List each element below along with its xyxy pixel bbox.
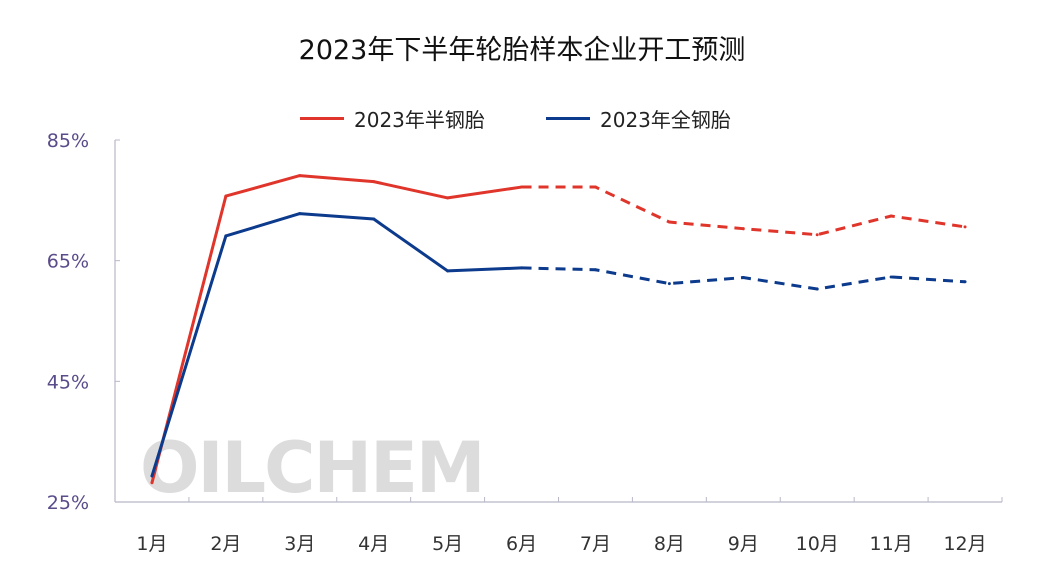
data-point — [815, 287, 819, 291]
data-point — [150, 474, 154, 478]
x-tick-label: 10月 — [796, 533, 839, 555]
data-point — [593, 185, 597, 189]
x-tick-label: 11月 — [870, 533, 913, 555]
x-tick-label: 5月 — [432, 533, 463, 555]
legend-swatch — [546, 117, 590, 120]
x-tick-label: 7月 — [580, 533, 611, 555]
y-tick-label: 85% — [47, 130, 89, 152]
data-point — [298, 174, 302, 178]
data-point — [298, 212, 302, 216]
data-point — [372, 180, 376, 184]
data-point — [520, 185, 524, 189]
y-tick-label: 45% — [47, 371, 89, 393]
data-point — [593, 268, 597, 272]
legend-label: 2023年全钢胎 — [600, 108, 731, 132]
data-point — [963, 225, 967, 229]
legend-swatch — [300, 117, 344, 120]
x-tick-label: 6月 — [506, 533, 537, 555]
x-tick-label: 4月 — [358, 533, 389, 555]
data-point — [815, 233, 819, 237]
x-tick-label: 1月 — [136, 533, 167, 555]
data-point — [520, 266, 524, 270]
x-tick-label: 3月 — [284, 533, 315, 555]
data-point — [889, 275, 893, 279]
legend-label: 2023年半钢胎 — [354, 108, 485, 132]
data-point — [963, 280, 967, 284]
data-point — [150, 481, 154, 485]
y-tick-label: 65% — [47, 251, 89, 273]
series-line-actual-1 — [150, 212, 522, 477]
x-tick-label: 9月 — [728, 533, 759, 555]
data-point — [224, 234, 228, 238]
data-point — [741, 227, 745, 231]
data-point — [446, 196, 450, 200]
data-point — [446, 269, 450, 273]
y-tick-label: 25% — [47, 492, 89, 514]
data-point — [889, 214, 893, 218]
data-point — [667, 220, 671, 224]
watermark-text: OILCHEM — [140, 427, 484, 509]
series-line-actual-0 — [150, 174, 522, 484]
chart-title: 2023年下半年轮胎样本企业开工预测 — [298, 35, 746, 66]
legend-item-semi-steel: 2023年半钢胎 — [300, 104, 485, 133]
x-tick-label: 2月 — [210, 533, 241, 555]
data-point — [372, 217, 376, 221]
data-point — [741, 276, 745, 280]
data-point — [667, 282, 671, 286]
x-tick-label: 12月 — [943, 533, 986, 555]
x-tick-label: 8月 — [654, 533, 685, 555]
legend-item-all-steel: 2023年全钢胎 — [546, 104, 731, 133]
data-point — [224, 194, 228, 198]
